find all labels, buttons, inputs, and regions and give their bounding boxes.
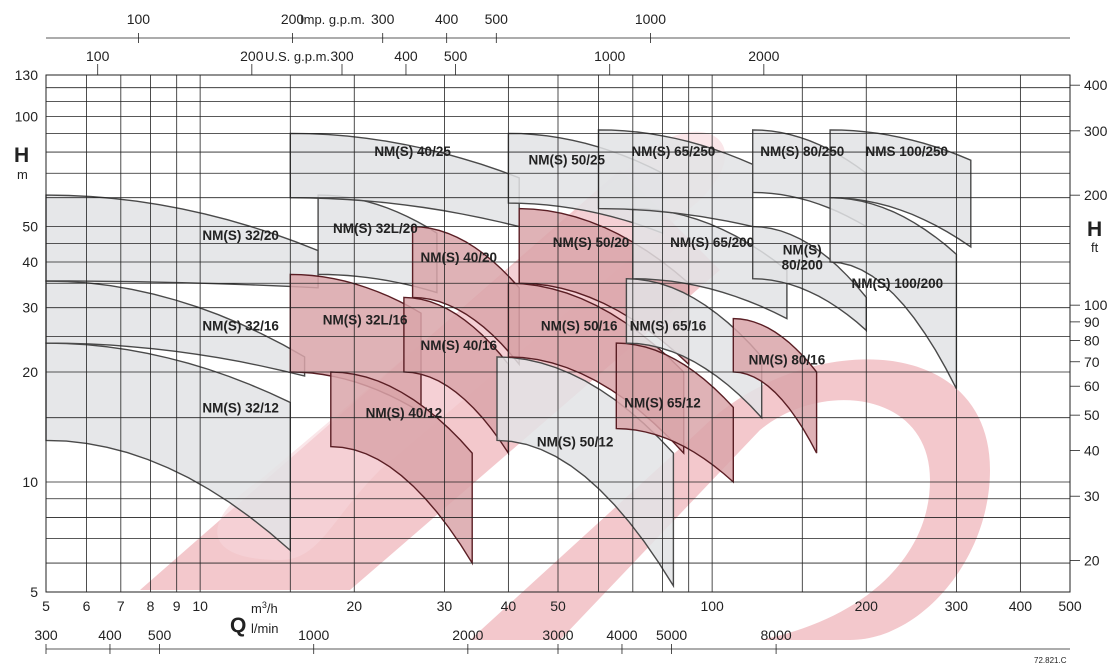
ft-tick-label: 20 — [1084, 553, 1100, 569]
y-tick-label: 130 — [15, 67, 39, 83]
region-label: NM(S) 50/20 — [553, 235, 630, 250]
lpm-tick-label: 5000 — [656, 627, 687, 643]
region-label: NM(S) 32/12 — [202, 400, 279, 415]
us-tick-label: 1000 — [594, 48, 625, 64]
imp-tick-label: 500 — [485, 11, 509, 27]
y-axis-symbol-left: H — [14, 144, 29, 167]
x-tick-label: 30 — [437, 598, 453, 614]
region-label: NM(S) 65/12 — [624, 395, 701, 410]
y-tick-label: 10 — [22, 474, 38, 490]
x-tick-label: 20 — [346, 598, 362, 614]
us-tick-label: 400 — [394, 48, 418, 64]
region-label: NM(S) 40/16 — [420, 338, 497, 353]
region-label: NM(S) 50/12 — [537, 435, 614, 450]
x-tick-label: 6 — [83, 598, 91, 614]
axes: 5678910203040501002003004005001001503004… — [15, 11, 1108, 654]
chart-code: 72.821.C — [1034, 656, 1067, 665]
y-tick-label: 40 — [22, 254, 38, 270]
ft-tick-label: 60 — [1084, 378, 1100, 394]
y-axis-unit-left: m — [17, 167, 28, 182]
region-label: NM(S) 65/200 — [670, 235, 754, 250]
ft-tick-label: 40 — [1084, 443, 1100, 459]
x-tick-label: 50 — [550, 598, 566, 614]
x-tick-label: 400 — [1009, 598, 1033, 614]
region-nm-s-80-16 — [732, 317, 818, 454]
ft-tick-label: 80 — [1084, 333, 1100, 349]
imp-tick-label: 400 — [435, 11, 459, 27]
imp-tick-label: 100 — [127, 11, 151, 27]
imp-tick-label: 300 — [371, 11, 395, 27]
region-labels: NM(S) 32/20 NM(S) 32/16 NM(S) 32/12 NM(S) 3… — [202, 144, 948, 450]
ft-tick-label: 70 — [1084, 354, 1100, 370]
region-nm-s-32-12 — [45, 342, 291, 552]
region-label: NM(S) 65/16 — [630, 318, 707, 333]
ft-tick-label: 100 — [1084, 297, 1108, 313]
region-label: NMS 100/250 — [866, 144, 949, 159]
x-axis-symbol: Q — [230, 614, 246, 637]
region-label: NM(S) 40/12 — [366, 406, 443, 421]
lpm-tick-label: 500 — [148, 627, 172, 643]
region-label: NM(S) 80/16 — [749, 352, 826, 367]
imp-tick-label: 200 — [281, 11, 305, 27]
plot-frame — [45, 74, 1071, 593]
region-label: NM(S) 32/20 — [202, 228, 279, 243]
x-axis-unit-imp-gpm: Imp. g.p.m. — [300, 12, 365, 27]
region-nms-100-250 — [829, 129, 972, 249]
us-tick-label: 200 — [240, 48, 264, 64]
region-label: NM(S) 50/16 — [541, 318, 618, 333]
x-axis-unit-lpm: l/min — [251, 621, 278, 636]
x-tick-label: 5 — [42, 598, 50, 614]
lpm-tick-label: 1000 — [298, 627, 329, 643]
region-label: NM(S) 32/16 — [202, 318, 279, 333]
region-label: NM(S) 80/250 — [760, 144, 844, 159]
x-tick-label: 300 — [945, 598, 969, 614]
region-nm-s-32-16 — [45, 280, 306, 377]
region-label: NM(S) 40/20 — [420, 250, 497, 265]
x-tick-label: 500 — [1058, 598, 1082, 614]
x-tick-label: 10 — [192, 598, 208, 614]
us-tick-label: 300 — [330, 48, 354, 64]
y-axis-symbol-right: H — [1087, 218, 1102, 241]
region-label: NM(S) 65/250 — [631, 144, 715, 159]
x-tick-label: 200 — [855, 598, 879, 614]
lpm-tick-label: 3000 — [542, 627, 573, 643]
lpm-tick-label: 300 — [34, 627, 58, 643]
ft-tick-label: 300 — [1084, 123, 1108, 139]
region-label: NM(S) 80/200 — [782, 242, 823, 272]
us-tick-label: 100 — [86, 48, 110, 64]
lpm-tick-label: 2000 — [452, 627, 483, 643]
y-axis-unit-right: ft — [1091, 240, 1099, 255]
ft-tick-label: 90 — [1084, 314, 1100, 330]
ft-tick-label: 200 — [1084, 187, 1108, 203]
y-tick-label: 5 — [30, 584, 38, 600]
us-tick-label: 500 — [444, 48, 468, 64]
imp-tick-label: 1000 — [635, 11, 666, 27]
x-tick-label: 7 — [117, 598, 125, 614]
x-tick-label: 8 — [147, 598, 155, 614]
region-label: NM(S) 100/200 — [852, 276, 944, 291]
region-label: NM(S) 32L/20 — [333, 221, 418, 236]
region-label: NM(S) 50/25 — [528, 152, 605, 167]
x-tick-label: 100 — [700, 598, 724, 614]
x-tick-label: 9 — [173, 598, 181, 614]
lpm-tick-label: 4000 — [606, 627, 637, 643]
ft-tick-label: 400 — [1084, 77, 1108, 93]
region-label: NM(S) 40/25 — [374, 144, 451, 159]
x-tick-label: 40 — [501, 598, 517, 614]
lpm-tick-label: 400 — [98, 627, 122, 643]
lpm-tick-label: 8000 — [761, 627, 792, 643]
y-tick-label: 30 — [22, 300, 38, 316]
us-tick-label: 2000 — [748, 48, 779, 64]
ft-tick-label: 30 — [1084, 488, 1100, 504]
y-tick-label: 100 — [15, 109, 39, 125]
x-axis-unit-m3h: m3/h — [251, 600, 278, 616]
ft-tick-label: 50 — [1084, 407, 1100, 423]
y-tick-label: 50 — [22, 219, 38, 235]
y-tick-label: 20 — [22, 364, 38, 380]
region-label: NM(S) 32L/16 — [323, 312, 408, 327]
x-axis-unit-us-gpm: U.S. g.p.m. — [265, 49, 330, 64]
